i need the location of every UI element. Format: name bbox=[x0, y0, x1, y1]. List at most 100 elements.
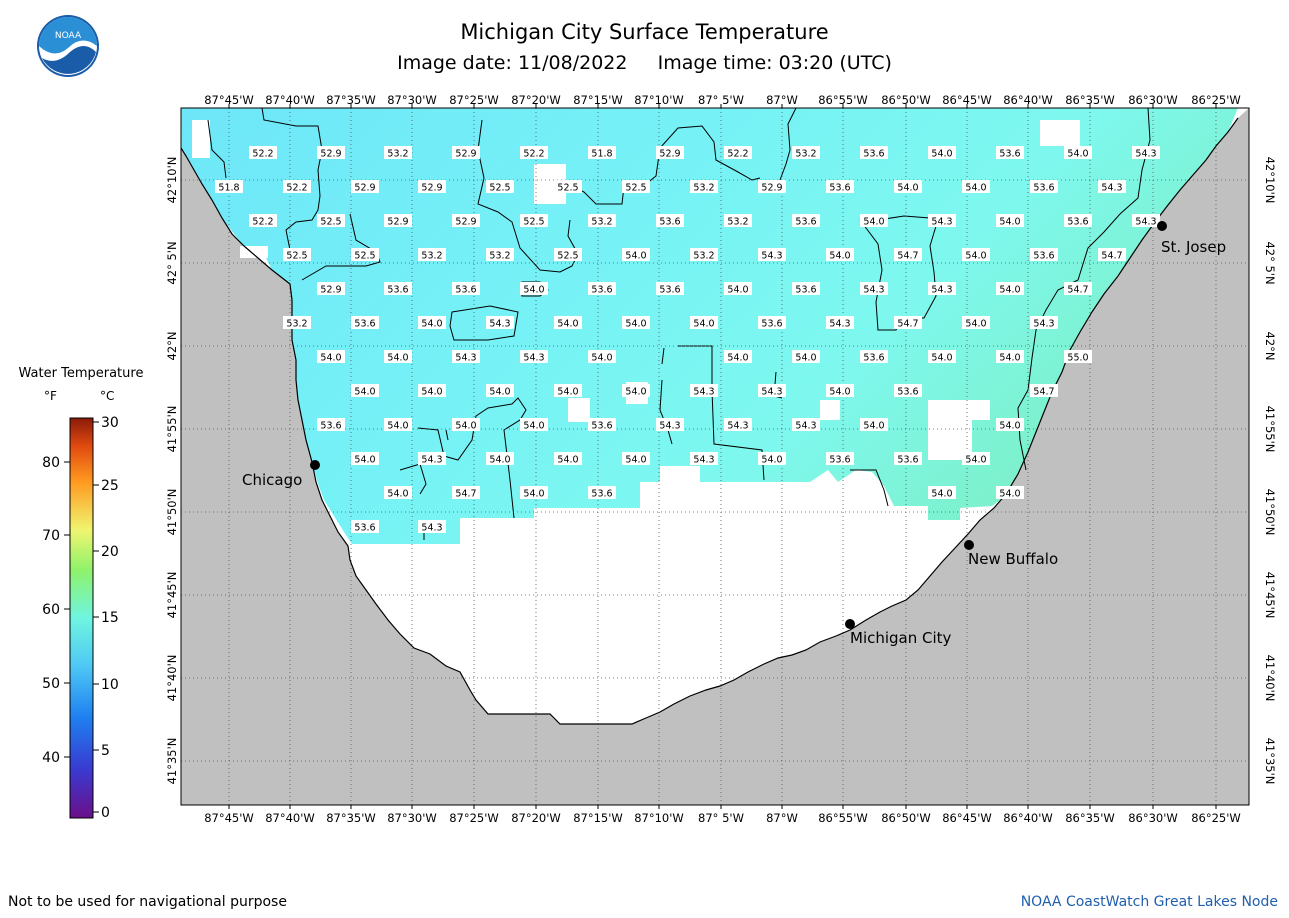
temperature-value: 54.0 bbox=[999, 285, 1020, 296]
temperature-value: 53.6 bbox=[659, 217, 680, 228]
temperature-value: 53.2 bbox=[795, 149, 816, 160]
x-tick-label: 87°35'W bbox=[326, 93, 376, 107]
temperature-label-bg bbox=[520, 214, 548, 227]
temperature-label-bg bbox=[418, 248, 446, 261]
temperature-label-bg bbox=[588, 146, 616, 159]
temperature-value: 52.5 bbox=[354, 251, 375, 262]
nodata-gap bbox=[972, 400, 990, 420]
temperature-value: 54.0 bbox=[489, 455, 510, 466]
temperature-value: 54.0 bbox=[489, 387, 510, 398]
temperature-value: 54.3 bbox=[863, 285, 884, 296]
x-tick-label: 87°25'W bbox=[449, 811, 499, 825]
temperature-value: 53.6 bbox=[1067, 217, 1088, 228]
y-axis-right-labels: 42°10'N 42° 5'N 42°N 41°55'N 41°50'N 41°… bbox=[1263, 157, 1277, 785]
temperature-label-bg bbox=[996, 146, 1024, 159]
city-label-st-joseph: St. Josep bbox=[1161, 238, 1226, 256]
temperature-label-bg bbox=[690, 384, 718, 397]
temperature-label-bg bbox=[996, 214, 1024, 227]
temperature-value: 54.0 bbox=[591, 353, 612, 364]
noaa-logo-text: NOAA bbox=[55, 31, 82, 41]
temperature-value: 54.0 bbox=[557, 319, 578, 330]
legend-c-tick: 25 bbox=[101, 478, 119, 494]
x-tick-label: 87°W bbox=[766, 811, 798, 825]
temperature-label-bg bbox=[215, 180, 243, 193]
temperature-label-bg bbox=[384, 214, 412, 227]
x-tick-label: 86°25'W bbox=[1191, 811, 1241, 825]
temperature-value: 53.6 bbox=[659, 285, 680, 296]
legend-f-tick: 50 bbox=[42, 676, 60, 692]
temperature-value: 54.3 bbox=[727, 421, 748, 432]
temperature-label-bg bbox=[792, 350, 820, 363]
temperature-label-bg bbox=[283, 248, 311, 261]
temperature-value: 54.3 bbox=[693, 387, 714, 398]
temperature-label-bg bbox=[351, 248, 379, 261]
temperature-value: 54.7 bbox=[1033, 387, 1054, 398]
x-tick-label: 86°45'W bbox=[942, 811, 992, 825]
temperature-label-bg bbox=[1030, 248, 1058, 261]
city-label-michigan-city: Michigan City bbox=[850, 629, 952, 647]
temperature-label-bg bbox=[860, 418, 888, 431]
temperature-value: 54.3 bbox=[489, 319, 510, 330]
temperature-value: 52.2 bbox=[252, 217, 273, 228]
temperature-label-bg bbox=[1030, 316, 1058, 329]
temperature-label-bg bbox=[656, 282, 684, 295]
temperature-value: 54.0 bbox=[965, 251, 986, 262]
x-tick-label: 87°25'W bbox=[449, 93, 499, 107]
x-tick-label: 87°20'W bbox=[511, 811, 561, 825]
temperature-value: 54.3 bbox=[1033, 319, 1054, 330]
temperature-value: 54.0 bbox=[999, 489, 1020, 500]
temperature-value: 54.0 bbox=[965, 183, 986, 194]
nodata-gap bbox=[1040, 120, 1080, 146]
temperature-value: 53.2 bbox=[421, 251, 442, 262]
legend-unit-f: °F bbox=[44, 389, 57, 403]
temperature-value: 52.5 bbox=[320, 217, 341, 228]
temperature-value: 54.0 bbox=[863, 421, 884, 432]
temperature-label-bg bbox=[826, 452, 854, 465]
legend-f-tick: 70 bbox=[42, 528, 60, 544]
temperature-label-bg bbox=[996, 486, 1024, 499]
temperature-label-bg bbox=[418, 452, 446, 465]
temperature-value: 53.6 bbox=[897, 455, 918, 466]
temperature-value: 53.6 bbox=[455, 285, 476, 296]
x-tick-label: 86°25'W bbox=[1191, 93, 1241, 107]
legend-c-labels: 30 25 20 15 10 5 0 bbox=[101, 415, 119, 821]
temperature-label-bg bbox=[656, 214, 684, 227]
temperature-label-bg bbox=[962, 452, 990, 465]
legend-f-labels: 80 70 60 50 40 bbox=[42, 455, 60, 766]
temperature-value: 53.6 bbox=[863, 353, 884, 364]
temperature-value: 54.7 bbox=[897, 251, 918, 262]
temperature-label-bg bbox=[317, 146, 345, 159]
y-tick-label: 41°40'N bbox=[165, 655, 179, 702]
nodata-gap bbox=[568, 398, 590, 422]
legend-color-bar bbox=[69, 417, 94, 819]
temperature-label-bg bbox=[656, 146, 684, 159]
temperature-value: 53.6 bbox=[1033, 251, 1054, 262]
temperature-label-bg bbox=[690, 316, 718, 329]
temperature-label-bg bbox=[1064, 214, 1092, 227]
temperature-value: 52.5 bbox=[557, 183, 578, 194]
temperature-label-bg bbox=[418, 520, 446, 533]
x-axis-bottom-labels: 87°45'W 87°40'W 87°35'W 87°30'W 87°25'W … bbox=[204, 811, 1241, 825]
temperature-label-bg bbox=[283, 180, 311, 193]
temperature-value: 52.5 bbox=[286, 251, 307, 262]
temperature-value: 54.0 bbox=[727, 353, 748, 364]
nodata-gap bbox=[240, 246, 268, 258]
temperature-label-bg bbox=[894, 384, 922, 397]
x-tick-label: 87°10'W bbox=[634, 93, 684, 107]
x-tick-label: 87°20'W bbox=[511, 93, 561, 107]
image-date: 11/08/2022 bbox=[517, 52, 628, 74]
temperature-label-bg bbox=[792, 418, 820, 431]
temperature-label-bg bbox=[554, 452, 582, 465]
temperature-label-bg bbox=[622, 316, 650, 329]
temperature-value: 54.0 bbox=[795, 353, 816, 364]
temperature-value: 54.0 bbox=[387, 353, 408, 364]
temperature-value: 52.5 bbox=[489, 183, 510, 194]
temperature-label-bg bbox=[928, 146, 956, 159]
temperature-value: 53.6 bbox=[829, 183, 850, 194]
temperature-value: 54.0 bbox=[897, 183, 918, 194]
temperature-value: 54.7 bbox=[1101, 251, 1122, 262]
x-tick-label: 87°15'W bbox=[573, 811, 623, 825]
temperature-value: 54.0 bbox=[387, 421, 408, 432]
temperature-value: 52.9 bbox=[387, 217, 408, 228]
